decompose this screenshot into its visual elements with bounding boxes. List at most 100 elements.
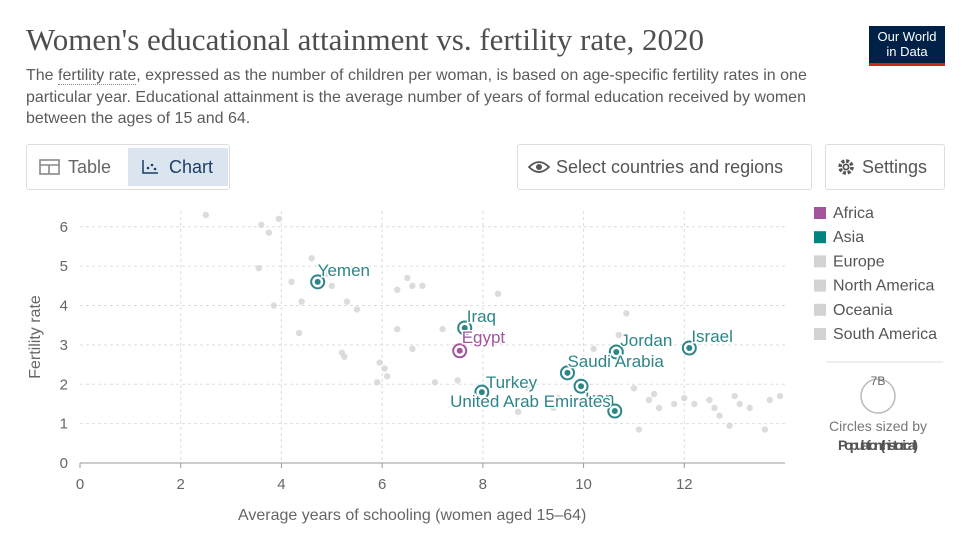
chart-icon — [142, 160, 158, 174]
background-point — [394, 325, 401, 333]
eye-icon — [528, 161, 550, 173]
size-legend-variable: Population (historical) — [838, 437, 918, 453]
table-tab[interactable]: Table — [31, 148, 126, 186]
legend-label: Asia — [833, 229, 864, 246]
y-tick-label: 6 — [60, 219, 68, 236]
background-point — [353, 306, 361, 313]
legend-swatch — [814, 231, 826, 244]
background-point — [514, 408, 522, 416]
x-tick-label: 4 — [277, 476, 285, 493]
background-point — [635, 426, 643, 433]
y-tick-label: 0 — [60, 455, 68, 472]
background-point — [650, 390, 658, 398]
x-axis-label: Average years of schooling (women aged 1… — [238, 507, 586, 524]
background-point — [590, 345, 597, 353]
legend-label: Oceania — [833, 302, 893, 319]
background-point — [308, 255, 315, 262]
point — [461, 324, 468, 331]
tab-label: Chart — [169, 157, 214, 177]
x-tick-label: 0 — [76, 476, 84, 493]
subtitle-text: , expressed as the number of children pe… — [26, 67, 807, 127]
legend-swatch — [814, 303, 826, 316]
point — [564, 369, 571, 376]
background-point — [258, 221, 265, 228]
background-point — [381, 365, 388, 372]
background-point — [404, 274, 411, 282]
background-point — [439, 325, 446, 333]
background-point — [376, 359, 383, 366]
x-tick-label: 8 — [479, 476, 487, 493]
point-label: Egypt — [462, 328, 506, 347]
legend-label: South America — [833, 326, 937, 343]
x-tick-label: 10 — [575, 476, 592, 493]
legend-swatch — [814, 207, 826, 219]
logo-line: in Data — [886, 44, 928, 59]
background-point — [409, 345, 416, 353]
background-point — [265, 229, 273, 236]
y-axis-label: Fertility rate — [27, 295, 44, 379]
subtitle-text: The — [26, 67, 59, 84]
background-point — [555, 394, 562, 402]
background-point — [288, 278, 295, 286]
background-point — [716, 412, 723, 419]
background-point — [298, 298, 305, 305]
background-point — [623, 310, 630, 317]
background-point — [202, 211, 210, 219]
point — [478, 389, 485, 396]
point-label: Iraq — [467, 307, 496, 326]
y-tick-label: 3 — [60, 337, 68, 354]
x-tick-label: 6 — [378, 476, 386, 493]
background-point — [295, 329, 303, 337]
background-point — [497, 337, 504, 345]
table-icon — [39, 159, 60, 175]
background-point — [550, 404, 557, 412]
tab-label: Table — [68, 157, 112, 177]
background-point — [323, 270, 330, 278]
subtitle: The fertility rate, expressed as the num… — [26, 65, 846, 130]
background-point — [746, 404, 753, 412]
size-legend-circle — [860, 378, 896, 414]
point-label: Turkey — [486, 373, 538, 392]
point-label: United Arab Emirates — [450, 392, 611, 411]
title: Women's educational attainment vs. ferti… — [26, 22, 705, 57]
logo-line: Our World — [877, 29, 937, 44]
point — [613, 348, 620, 355]
subtitle-link[interactable]: fertility rate — [58, 67, 137, 85]
background-point — [419, 282, 426, 290]
background-point — [766, 396, 774, 404]
background-point — [409, 282, 416, 290]
point-label: Israel — [691, 327, 733, 346]
background-point — [776, 392, 784, 400]
background-point — [275, 215, 283, 223]
background-point — [706, 396, 713, 404]
y-tick-label: 5 — [60, 258, 68, 275]
button-label: Select countries and regions — [556, 157, 784, 177]
background-point — [645, 396, 653, 404]
background-point — [373, 379, 381, 386]
background-point — [489, 396, 497, 404]
logo[interactable]: Our World in Data — [869, 26, 945, 66]
background-point — [671, 400, 678, 408]
chart-tab[interactable]: Chart — [128, 148, 228, 186]
point-label: Iran — [585, 389, 614, 408]
select-button[interactable]: Select countries and regions — [517, 144, 812, 190]
y-tick-label: 2 — [60, 376, 68, 393]
legend-label: Africa — [833, 205, 874, 222]
x-tick-label: 2 — [177, 476, 185, 493]
point-label: Yemen — [318, 261, 370, 280]
legend-swatch — [814, 328, 826, 340]
background-point — [681, 394, 688, 402]
gear-icon — [838, 159, 854, 175]
legend-swatch — [814, 279, 826, 292]
background-point — [691, 400, 698, 408]
background-point — [731, 392, 738, 400]
background-point — [383, 373, 391, 380]
tab-group: Table Chart — [26, 144, 230, 190]
background-point — [341, 353, 348, 360]
background-point — [761, 426, 769, 433]
point — [578, 383, 585, 390]
settings-button[interactable]: Settings — [825, 144, 945, 190]
legend-swatch — [814, 255, 826, 268]
background-point — [431, 379, 439, 386]
